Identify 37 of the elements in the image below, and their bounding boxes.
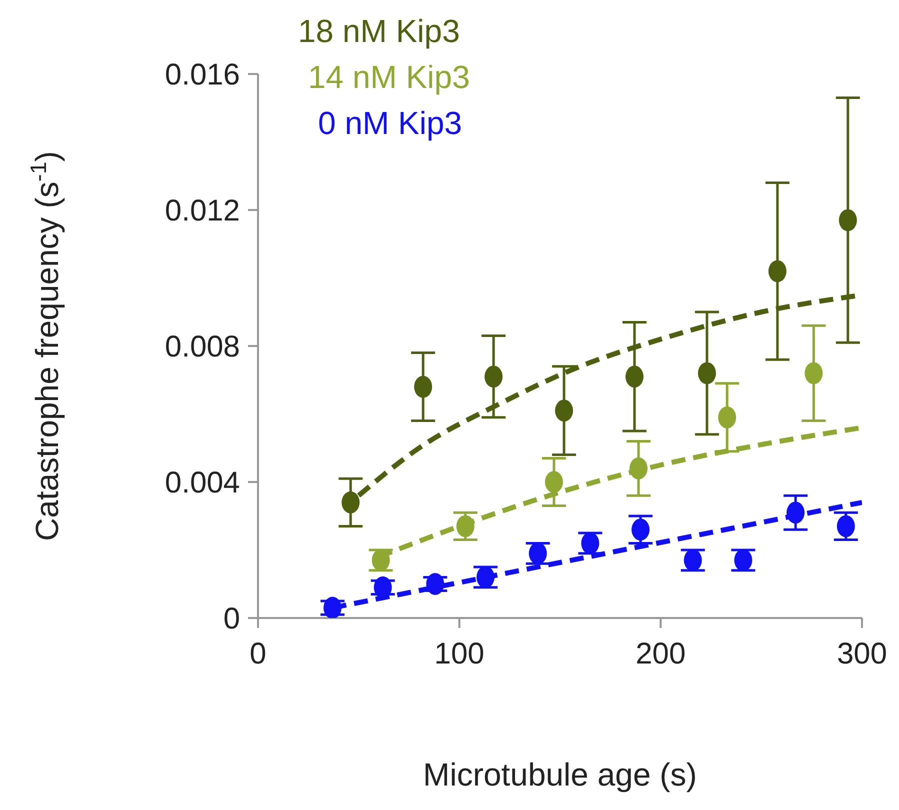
point xyxy=(581,532,600,554)
point xyxy=(632,518,650,541)
y-tick-label: 0.016 xyxy=(164,58,240,92)
point xyxy=(374,576,392,598)
point xyxy=(456,515,474,538)
point xyxy=(698,362,716,384)
text: 18 nM Kip3 xyxy=(298,12,461,51)
y-tick-label: 0 xyxy=(223,602,240,636)
point xyxy=(836,515,855,538)
point xyxy=(804,362,823,384)
point xyxy=(414,376,432,398)
point xyxy=(630,457,648,480)
point xyxy=(426,573,444,595)
y-tick-label: 0.008 xyxy=(164,330,240,364)
text: 0 nM Kip3 xyxy=(318,104,464,143)
point xyxy=(342,491,360,514)
point xyxy=(555,400,574,422)
point xyxy=(786,502,805,524)
x-tick-label: 0 xyxy=(250,637,266,670)
point xyxy=(484,366,503,388)
point xyxy=(838,209,857,232)
y-tick-label: 0.012 xyxy=(164,194,240,228)
point xyxy=(625,366,644,388)
point xyxy=(323,596,342,618)
x-axis-title: Microtubule age (s) xyxy=(423,756,697,793)
x-tick-label: 200 xyxy=(636,637,686,670)
y-tick-label: 0.004 xyxy=(164,466,240,500)
point xyxy=(372,549,390,572)
point xyxy=(476,566,495,588)
x-tick-label: 300 xyxy=(836,637,888,670)
text: 14 nM Kip3 xyxy=(308,58,470,97)
point xyxy=(734,549,752,572)
point xyxy=(544,471,563,493)
point xyxy=(718,406,736,428)
x-tick-label: 100 xyxy=(434,637,484,670)
point xyxy=(684,549,702,572)
point xyxy=(768,260,786,282)
